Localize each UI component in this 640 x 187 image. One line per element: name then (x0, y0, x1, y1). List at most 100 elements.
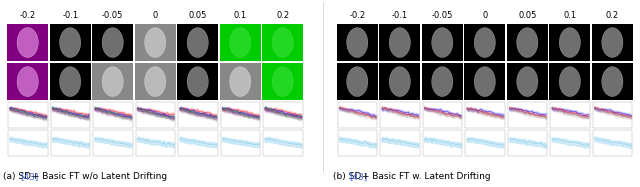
Text: 0.2: 0.2 (606, 11, 619, 20)
Text: + Basic FT w. Latent Drifting: + Basic FT w. Latent Drifting (359, 172, 490, 181)
FancyBboxPatch shape (220, 63, 261, 100)
FancyBboxPatch shape (221, 130, 260, 156)
FancyBboxPatch shape (93, 130, 132, 156)
FancyBboxPatch shape (508, 130, 547, 156)
Text: 0.05: 0.05 (189, 11, 207, 20)
FancyBboxPatch shape (423, 130, 462, 156)
Ellipse shape (187, 28, 209, 57)
Ellipse shape (389, 67, 410, 96)
FancyBboxPatch shape (177, 63, 218, 100)
Ellipse shape (230, 28, 251, 57)
FancyBboxPatch shape (7, 24, 48, 61)
Ellipse shape (431, 67, 453, 96)
Text: -0.05: -0.05 (102, 11, 124, 20)
FancyBboxPatch shape (179, 130, 218, 156)
FancyBboxPatch shape (550, 102, 590, 128)
FancyBboxPatch shape (136, 102, 175, 128)
Text: -0.2: -0.2 (20, 11, 36, 20)
Ellipse shape (602, 67, 623, 96)
FancyBboxPatch shape (379, 63, 420, 100)
FancyBboxPatch shape (464, 63, 506, 100)
Ellipse shape (145, 67, 166, 96)
Ellipse shape (102, 28, 124, 57)
FancyBboxPatch shape (177, 24, 218, 61)
Ellipse shape (347, 67, 368, 96)
FancyBboxPatch shape (549, 63, 591, 100)
Ellipse shape (230, 67, 251, 96)
FancyBboxPatch shape (423, 102, 462, 128)
FancyBboxPatch shape (593, 102, 632, 128)
Ellipse shape (516, 28, 538, 57)
Ellipse shape (347, 28, 368, 57)
FancyBboxPatch shape (550, 130, 590, 156)
Ellipse shape (272, 67, 293, 96)
FancyBboxPatch shape (49, 63, 91, 100)
FancyBboxPatch shape (465, 102, 505, 128)
Text: 0.05: 0.05 (518, 11, 536, 20)
FancyBboxPatch shape (7, 63, 48, 100)
FancyBboxPatch shape (93, 102, 132, 128)
Ellipse shape (389, 28, 410, 57)
FancyBboxPatch shape (338, 130, 377, 156)
FancyBboxPatch shape (507, 63, 548, 100)
FancyBboxPatch shape (220, 24, 261, 61)
Text: -0.1: -0.1 (62, 11, 78, 20)
Text: 0.2: 0.2 (276, 11, 289, 20)
Ellipse shape (516, 67, 538, 96)
FancyBboxPatch shape (49, 24, 91, 61)
Text: + Basic FT w/o Latent Drifting: + Basic FT w/o Latent Drifting (29, 172, 168, 181)
FancyBboxPatch shape (264, 130, 303, 156)
FancyBboxPatch shape (8, 130, 47, 156)
Text: (a) SD: (a) SD (3, 172, 34, 181)
FancyBboxPatch shape (51, 130, 90, 156)
FancyBboxPatch shape (507, 24, 548, 61)
Ellipse shape (474, 28, 495, 57)
FancyBboxPatch shape (92, 63, 133, 100)
FancyBboxPatch shape (337, 24, 378, 61)
Ellipse shape (102, 67, 124, 96)
FancyBboxPatch shape (262, 24, 303, 61)
Ellipse shape (17, 67, 38, 96)
FancyBboxPatch shape (92, 24, 133, 61)
Text: 0: 0 (152, 11, 158, 20)
FancyBboxPatch shape (134, 63, 176, 100)
FancyBboxPatch shape (593, 130, 632, 156)
FancyBboxPatch shape (465, 130, 505, 156)
Text: -0.05: -0.05 (431, 11, 453, 20)
FancyBboxPatch shape (422, 24, 463, 61)
Ellipse shape (474, 67, 495, 96)
FancyBboxPatch shape (380, 102, 420, 128)
Ellipse shape (602, 28, 623, 57)
Text: [43]: [43] (349, 172, 368, 181)
Ellipse shape (272, 28, 293, 57)
Ellipse shape (559, 67, 580, 96)
FancyBboxPatch shape (136, 130, 175, 156)
Ellipse shape (60, 28, 81, 57)
Ellipse shape (60, 67, 81, 96)
FancyBboxPatch shape (221, 102, 260, 128)
FancyBboxPatch shape (379, 24, 420, 61)
FancyBboxPatch shape (337, 63, 378, 100)
FancyBboxPatch shape (422, 63, 463, 100)
FancyBboxPatch shape (549, 24, 591, 61)
Ellipse shape (559, 28, 580, 57)
FancyBboxPatch shape (264, 102, 303, 128)
FancyBboxPatch shape (592, 63, 633, 100)
FancyBboxPatch shape (592, 24, 633, 61)
Text: [43]: [43] (20, 172, 38, 181)
FancyBboxPatch shape (179, 102, 218, 128)
Ellipse shape (187, 67, 209, 96)
FancyBboxPatch shape (51, 102, 90, 128)
FancyBboxPatch shape (464, 24, 506, 61)
FancyBboxPatch shape (380, 130, 420, 156)
Text: 0: 0 (482, 11, 488, 20)
Text: 0.1: 0.1 (234, 11, 247, 20)
FancyBboxPatch shape (262, 63, 303, 100)
Text: 0.1: 0.1 (563, 11, 577, 20)
Text: -0.2: -0.2 (349, 11, 365, 20)
Ellipse shape (145, 28, 166, 57)
FancyBboxPatch shape (8, 102, 47, 128)
Text: (b) SD: (b) SD (333, 172, 364, 181)
Text: -0.1: -0.1 (392, 11, 408, 20)
FancyBboxPatch shape (338, 102, 377, 128)
